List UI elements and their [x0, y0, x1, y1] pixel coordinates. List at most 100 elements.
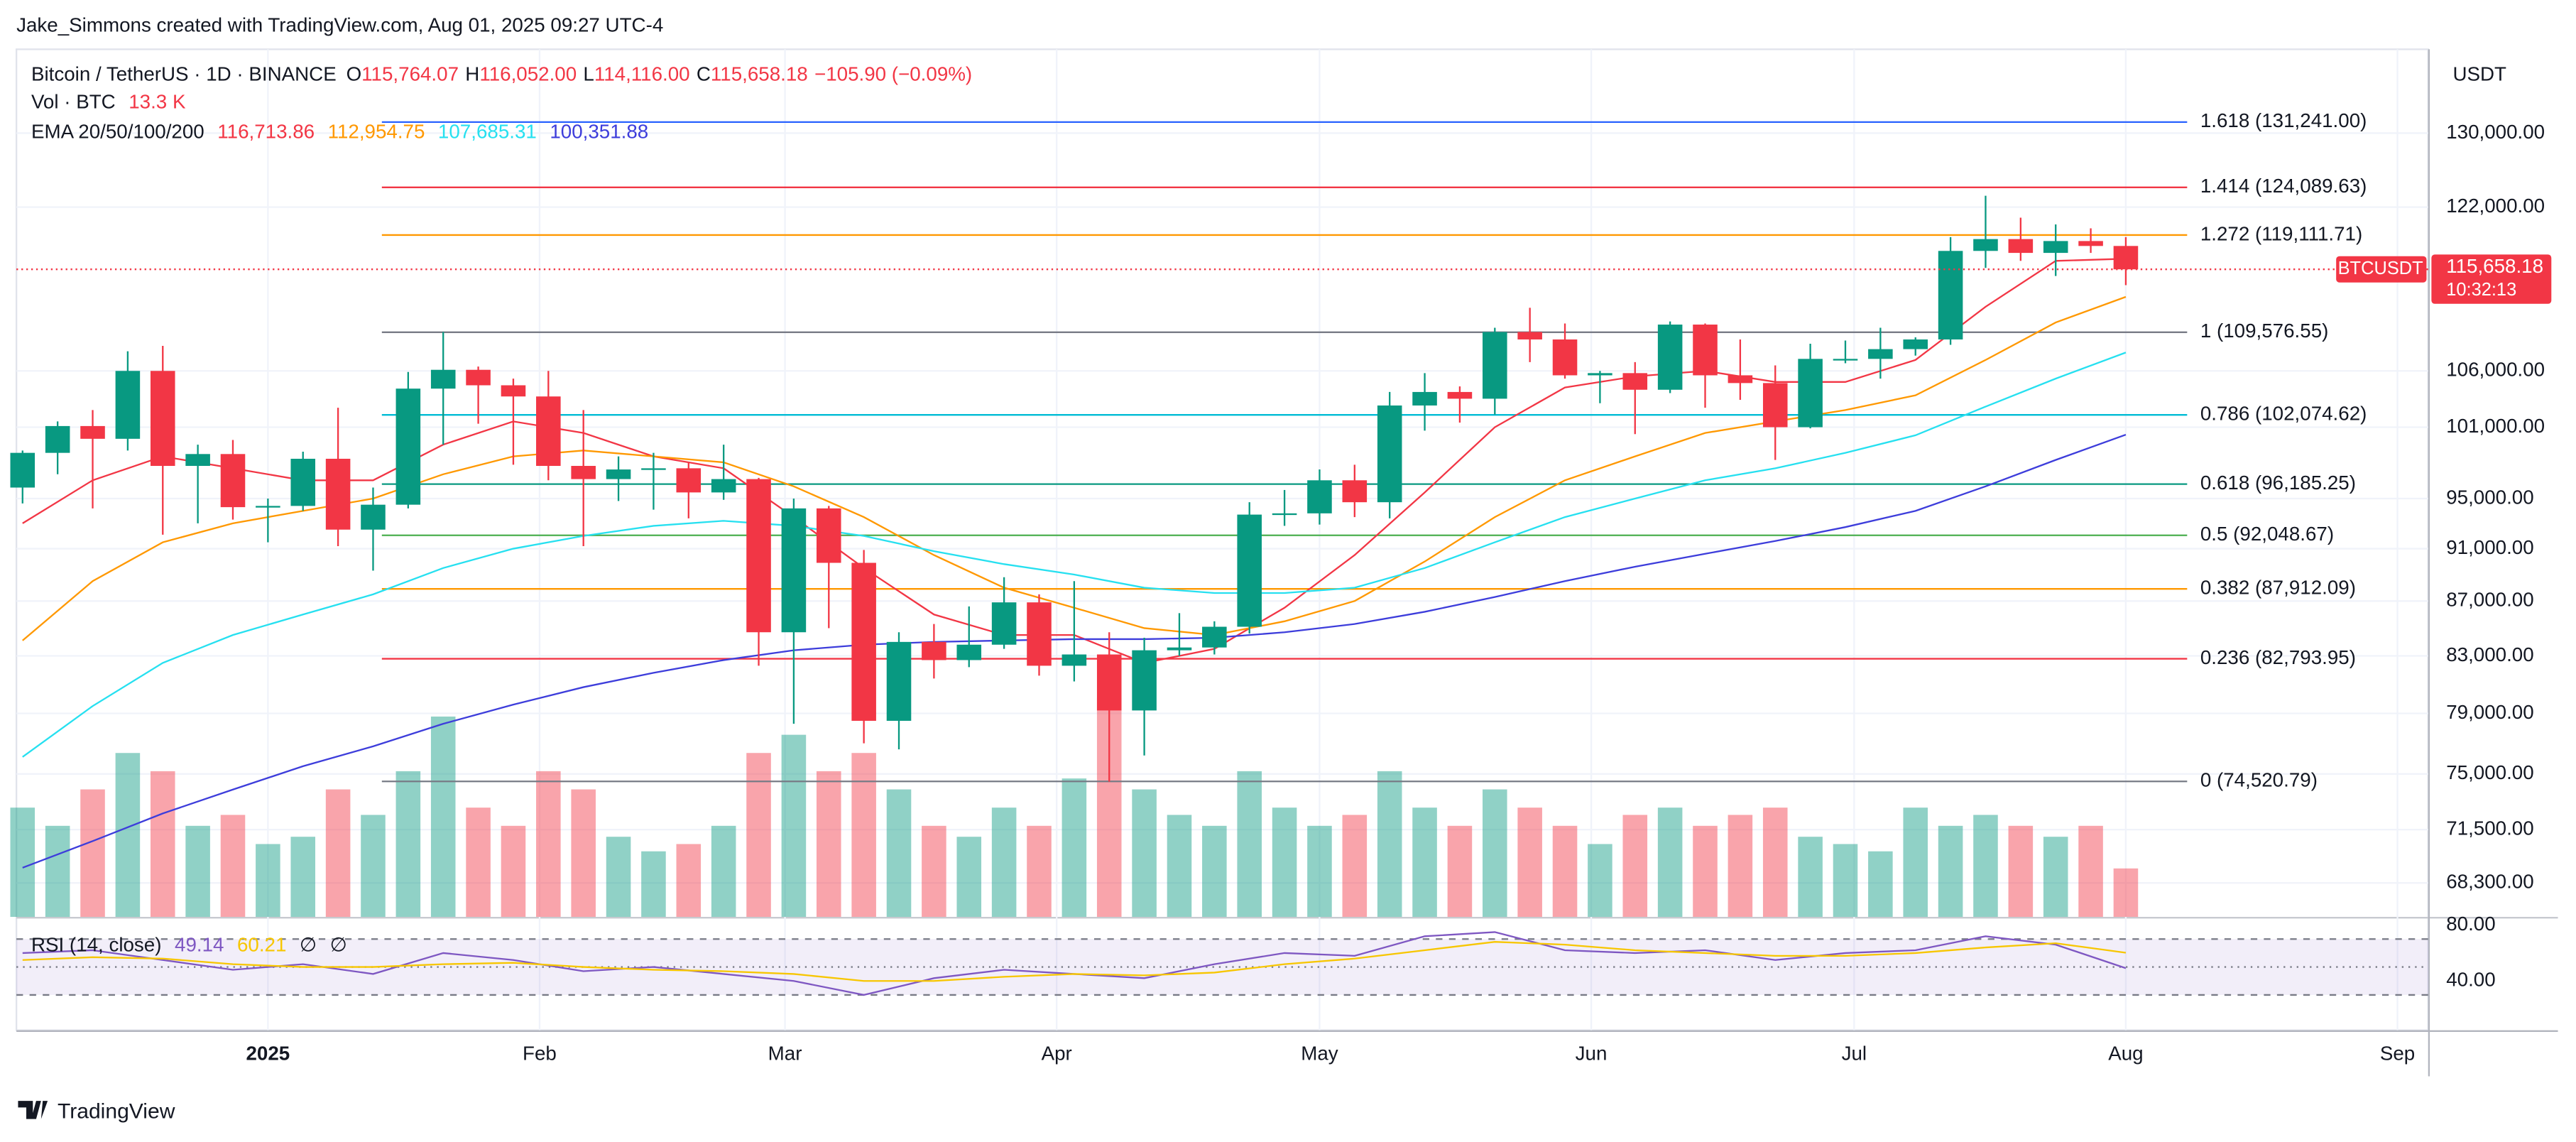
- candle-body: [676, 468, 702, 493]
- volume-bar: [290, 837, 316, 918]
- candle-body: [325, 458, 351, 530]
- y-tick-label: 79,000.00: [2446, 701, 2533, 723]
- volume-bar: [1833, 844, 1858, 918]
- volume-bar: [571, 789, 596, 918]
- candle-body: [851, 562, 876, 721]
- candle-body: [641, 468, 666, 470]
- volume-bar: [1517, 807, 1542, 918]
- fib-label: 0.618 (96,185.25): [2200, 472, 2356, 494]
- fib-label: 0.786 (102,074.62): [2200, 402, 2367, 424]
- volume-bar: [2008, 825, 2034, 918]
- volume-bar: [2078, 825, 2103, 918]
- rsi-empty: ∅: [300, 934, 317, 956]
- volume-bar: [1342, 815, 1368, 918]
- candle-body: [1938, 251, 1963, 339]
- volume-bar: [886, 789, 912, 918]
- candle-body: [1096, 654, 1122, 711]
- candle-body: [1061, 654, 1087, 666]
- ohlc-key: C: [697, 63, 711, 85]
- volume-bar: [1061, 778, 1087, 918]
- price-tag-bg: [2431, 254, 2552, 304]
- volume-bar: [1377, 771, 1402, 918]
- y-tick-label: 101,000.00: [2446, 415, 2545, 437]
- volume-bar: [1728, 815, 1753, 918]
- volume-bar: [851, 753, 876, 918]
- candle-body: [1412, 391, 1437, 406]
- rsi-empty: ∅: [330, 934, 347, 956]
- ohlc-value: 115,764.07: [361, 63, 459, 85]
- countdown: 10:32:13: [2446, 280, 2516, 300]
- x-tick-label: Feb: [523, 1043, 557, 1065]
- candle-body: [1307, 480, 1332, 513]
- volume-bar: [816, 771, 841, 918]
- candle-body: [1027, 602, 1052, 666]
- candle-body: [922, 641, 946, 660]
- volume-bar: [115, 753, 141, 918]
- legend-ohlc: Bitcoin / TetherUS · 1D · BINANCE O115,76…: [31, 63, 972, 85]
- volume-bar: [395, 771, 421, 918]
- candle-body: [150, 371, 175, 467]
- ohlc-value: 114,116.00: [594, 63, 690, 85]
- volume-bar: [1622, 815, 1648, 918]
- volume-bar: [220, 815, 246, 918]
- ohlc-key: H: [465, 63, 479, 85]
- rsi-title: RSI (14, close): [31, 934, 162, 956]
- candle-body: [2043, 241, 2068, 254]
- y-tick-label: 83,000.00: [2446, 643, 2533, 665]
- ohlc: O115,764.07 H116,052.00 L114,116.00 C115,65…: [346, 63, 808, 85]
- volume-bar: [1167, 815, 1192, 918]
- candle-body: [1833, 359, 1858, 361]
- volume-bar: [1027, 825, 1052, 918]
- legend-ema: EMA 20/50/100/200 116,713.86 112,954.75 107…: [31, 121, 648, 143]
- logo: TradingView: [18, 1099, 175, 1123]
- fib-label: 0 (74,520.79): [2200, 769, 2318, 791]
- candle-body: [361, 504, 386, 530]
- candle-body: [2113, 246, 2139, 270]
- fib-label: 1.618 (131,241.00): [2200, 109, 2367, 131]
- candle-body: [606, 469, 631, 479]
- ema-title: EMA 20/50/100/200: [31, 121, 204, 143]
- candle-body: [1798, 359, 1823, 428]
- ohlc-value: 115,658.18: [711, 63, 808, 85]
- y-tick-label: 75,000.00: [2446, 761, 2533, 783]
- volume-bar: [10, 807, 36, 918]
- logo-text: TradingView: [58, 1099, 175, 1123]
- candle-body: [711, 479, 736, 493]
- candle-body: [1237, 514, 1262, 627]
- candle-body: [536, 396, 561, 467]
- volume-title: Vol · BTC: [31, 91, 116, 113]
- volume-bar: [991, 807, 1017, 918]
- logo-mark: [18, 1101, 48, 1119]
- volume-bar: [711, 825, 736, 918]
- candle-body: [2008, 239, 2034, 254]
- candle-body: [45, 425, 70, 453]
- candle-body: [395, 388, 421, 505]
- candle-body: [430, 369, 456, 389]
- volume-bar: [1552, 825, 1578, 918]
- y-tick-label: 68,300.00: [2446, 871, 2533, 893]
- y-tick-label: 71,500.00: [2446, 817, 2533, 839]
- volume-bar: [1272, 807, 1297, 918]
- fib-label: 0.5 (92,048.67): [2200, 523, 2334, 545]
- volume-bar: [325, 789, 351, 918]
- fib-label: 0.236 (82,793.95): [2200, 646, 2356, 668]
- candle-body: [886, 641, 912, 721]
- rsi-line: [22, 941, 2127, 982]
- candle-body: [1552, 339, 1578, 376]
- rsi-tick-label: 40.00: [2446, 969, 2495, 991]
- volume-bar: [361, 815, 386, 918]
- ohlc-value: 116,052.00: [479, 63, 577, 85]
- candle-body: [1728, 375, 1753, 384]
- y-tick-label: 130,000.00: [2446, 121, 2545, 143]
- candle-body: [991, 602, 1017, 645]
- candle-body: [290, 458, 316, 506]
- candle-body: [1272, 513, 1297, 516]
- candle-body: [2078, 241, 2103, 246]
- candle-body: [1202, 626, 1227, 648]
- volume-bar: [641, 851, 666, 918]
- volume-bar: [1447, 825, 1473, 918]
- candle-body: [501, 385, 526, 397]
- x-tick-label: Sep: [2380, 1043, 2415, 1065]
- volume-bar: [501, 825, 526, 918]
